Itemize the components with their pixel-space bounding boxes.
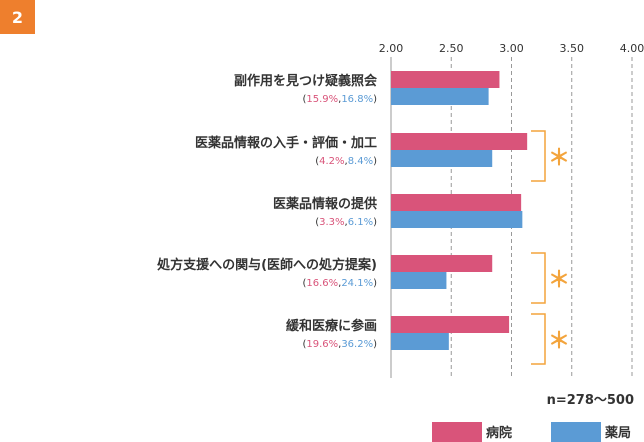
percent-label-part: ( [302, 94, 306, 105]
legend-label-hospital: 病院 [486, 425, 512, 441]
bar-hospital [391, 71, 500, 88]
bar-hospital [391, 255, 493, 272]
percent-label: (4.2%,8.4%) [315, 156, 377, 167]
bar-pharmacy [391, 88, 489, 105]
percent-label-part: ) [373, 156, 377, 167]
percent-label-part: , [345, 156, 348, 167]
category-label: 緩和医療に参画 [286, 318, 377, 334]
percent-label-part: ( [302, 278, 306, 289]
percent-label-part: , [338, 339, 341, 350]
significance-bracket [531, 252, 546, 304]
bar-hospital [391, 316, 510, 333]
percent-label-part: ( [315, 217, 319, 228]
percent-label-part: ) [373, 94, 377, 105]
figure-number-badge: 2 [0, 0, 35, 34]
percent-label-part: , [338, 94, 341, 105]
x-tick-label: 3.00 [499, 42, 524, 55]
percent-label-part: 3.3% [319, 217, 344, 228]
percent-label: (3.3%,6.1%) [315, 217, 377, 228]
bar-pharmacy [391, 333, 449, 350]
percent-label-part: 4.2% [319, 156, 344, 167]
percent-label-part: 15.9% [306, 94, 338, 105]
legend-label-pharmacy: 薬局 [604, 425, 631, 441]
percent-label-part: ) [373, 217, 377, 228]
percent-label-part: 36.2% [341, 339, 373, 350]
percent-label-part: 16.6% [306, 278, 338, 289]
percent-label-part: 19.6% [306, 339, 338, 350]
percent-label: (16.6%,24.1%) [302, 278, 377, 289]
percent-label-part: ) [373, 339, 377, 350]
legend-swatch-hospital [432, 422, 482, 442]
percent-label-part: ( [315, 156, 319, 167]
percent-label-part: ) [373, 278, 377, 289]
percent-label-part: , [345, 217, 348, 228]
percent-label-part: ( [302, 339, 306, 350]
percent-label-part: 6.1% [348, 217, 373, 228]
category-label: 処方支援への関与(医師への処方提案) [156, 257, 377, 273]
percent-label-part: 24.1% [341, 278, 373, 289]
x-tick-label: 3.50 [560, 42, 585, 55]
significance-asterisk: ＊ [548, 146, 570, 171]
sample-size-note: n=278〜500 [547, 393, 634, 408]
percent-label-part: 8.4% [348, 156, 373, 167]
percent-label-part: 16.8% [341, 94, 373, 105]
significance-asterisk: ＊ [548, 329, 570, 354]
x-tick-label: 2.00 [379, 42, 404, 55]
category-label: 医薬品情報の提供 [273, 196, 377, 212]
percent-label: (19.6%,36.2%) [302, 339, 377, 350]
significance-asterisk: ＊ [548, 268, 570, 293]
significance-bracket [531, 130, 546, 182]
percent-label: (15.9%,16.8%) [302, 94, 377, 105]
significance-bracket [531, 313, 546, 365]
bar-pharmacy [391, 211, 523, 228]
percent-label-part: , [338, 278, 341, 289]
category-label: 副作用を見つけ疑義照会 [234, 73, 378, 89]
bar-pharmacy [391, 272, 447, 289]
x-tick-label: 4.00 [620, 42, 644, 55]
x-tick-label: 2.50 [439, 42, 464, 55]
category-label: 医薬品情報の入手・評価・加工 [195, 135, 377, 151]
legend-swatch-pharmacy [551, 422, 601, 442]
bar-hospital [391, 194, 522, 211]
bar-pharmacy [391, 150, 493, 167]
bar-hospital [391, 133, 528, 150]
